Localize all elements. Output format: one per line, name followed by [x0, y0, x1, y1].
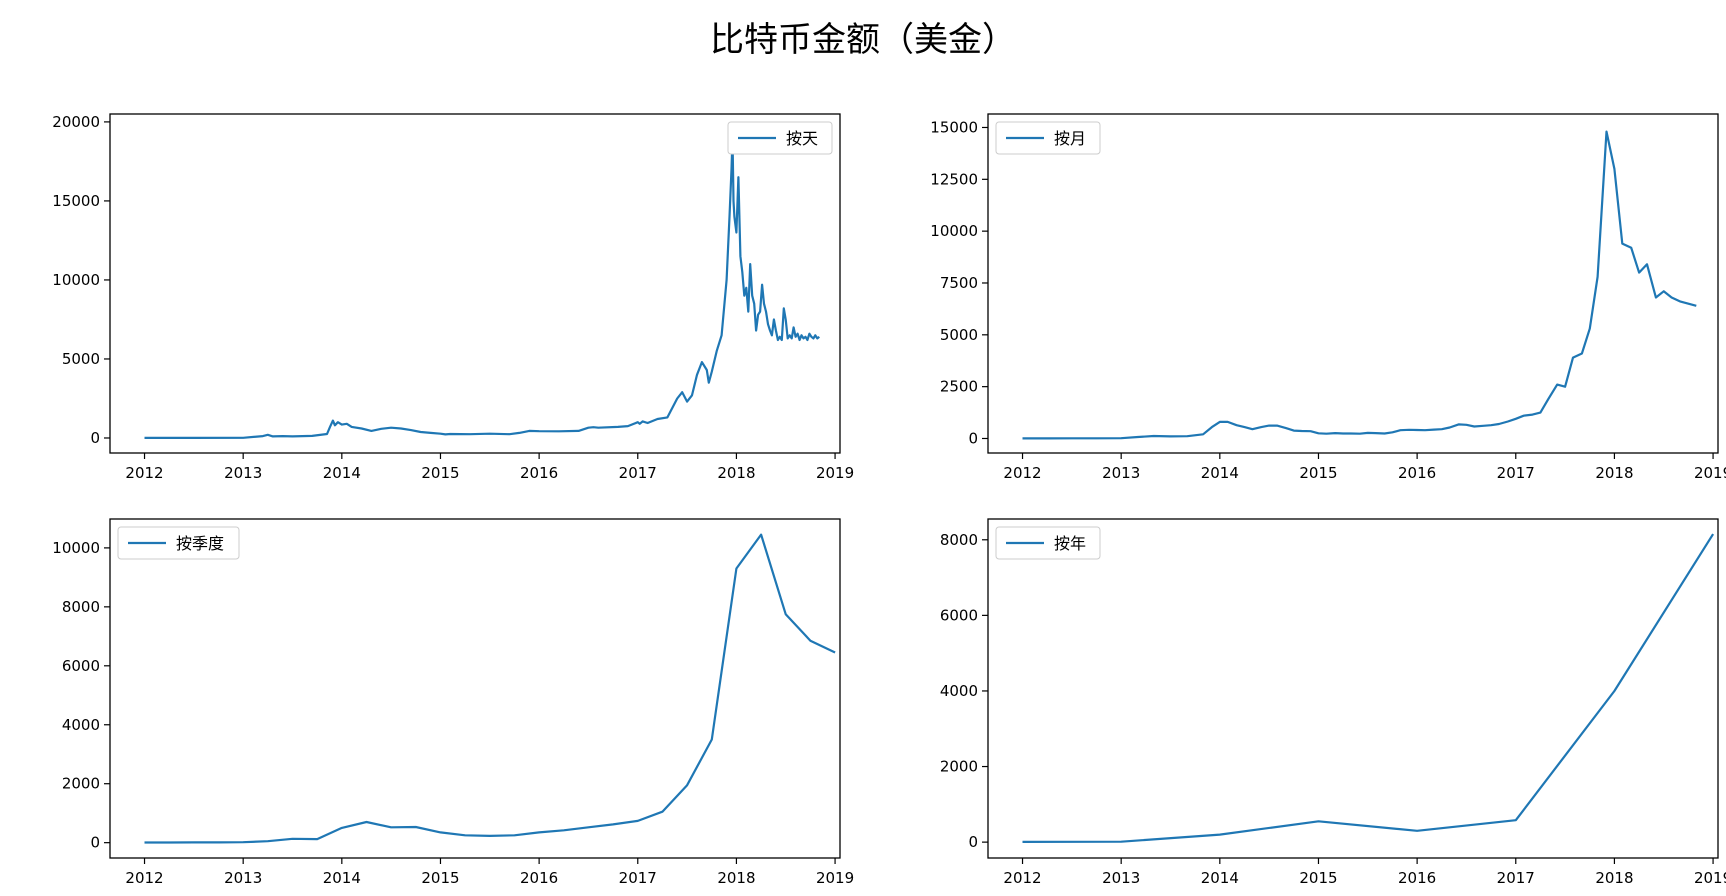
daily-legend-label: 按天 — [786, 129, 818, 148]
monthly-x-tick-label: 2015 — [1299, 464, 1337, 482]
yearly-y-tick-label: 8000 — [940, 531, 978, 549]
quarterly-axes-frame — [109, 518, 841, 859]
quarterly-x-tick-label: 2016 — [520, 869, 558, 887]
quarterly-y-tick-label: 2000 — [62, 775, 100, 793]
monthly-y-tick-label: 12500 — [930, 170, 978, 188]
quarterly-y-tick-label: 0 — [90, 834, 100, 852]
page-title: 比特币金额（美金） — [710, 20, 1016, 60]
daily-y-tick-label: 0 — [90, 429, 100, 447]
yearly-x-tick-label: 2012 — [1003, 869, 1041, 887]
quarterly-series-line — [144, 533, 836, 844]
monthly-x-tick-label: 2013 — [1102, 464, 1140, 482]
daily-x-tick-label: 2015 — [421, 464, 459, 482]
daily-y-tick-label: 5000 — [62, 350, 100, 368]
chart-daily: 2012 2013 2014 2015 2016 2017 2018 2019 0 5000 100… — [52, 113, 854, 482]
quarterly-y-tick-label: 6000 — [62, 657, 100, 675]
quarterly-x-tick-label: 2019 — [816, 869, 854, 887]
daily-x-tick-label: 2016 — [520, 464, 558, 482]
monthly-x-tick-label: 2016 — [1398, 464, 1436, 482]
quarterly-x-tick-label: 2013 — [224, 869, 262, 887]
yearly-series-line — [1022, 533, 1715, 844]
monthly-x-tick-label: 2019 — [1694, 464, 1726, 482]
quarterly-y-tick-label: 8000 — [62, 598, 100, 616]
chart-quarterly: 2012 2013 2014 2015 2016 2017 2018 2019 0 2000 400… — [52, 518, 854, 887]
monthly-y-tick-label: 7500 — [940, 274, 978, 292]
quarterly-legend-box — [117, 526, 240, 560]
monthly-y-tick-label: 10000 — [930, 222, 978, 240]
daily-series-line — [144, 136, 820, 439]
monthly-axes-frame — [987, 113, 1719, 454]
daily-y-tick-label: 20000 — [52, 113, 100, 131]
monthly-legend-box — [995, 121, 1101, 155]
quarterly-y-tick-label: 10000 — [52, 539, 100, 557]
yearly-y-tick-label: 4000 — [940, 682, 978, 700]
monthly-legend-label: 按月 — [1054, 129, 1086, 148]
quarterly-legend-label: 按季度 — [176, 534, 224, 553]
chart-yearly: 2012 2013 2014 2015 2016 2017 2018 2019 0 2000 400… — [940, 518, 1726, 887]
monthly-x-tick-label: 2014 — [1201, 464, 1239, 482]
quarterly-x-tick-label: 2012 — [125, 869, 163, 887]
yearly-y-tick-label: 2000 — [940, 758, 978, 776]
daily-x-tick-label: 2012 — [125, 464, 163, 482]
quarterly-y-tick-label: 4000 — [62, 716, 100, 734]
yearly-x-tick-label: 2016 — [1398, 869, 1436, 887]
daily-y-tick-label: 15000 — [52, 192, 100, 210]
daily-x-tick-label: 2014 — [323, 464, 361, 482]
yearly-x-tick-label: 2017 — [1497, 869, 1535, 887]
monthly-x-tick-label: 2012 — [1003, 464, 1041, 482]
quarterly-x-tick-label: 2014 — [323, 869, 361, 887]
daily-x-tick-label: 2018 — [717, 464, 755, 482]
daily-x-tick-label: 2017 — [619, 464, 657, 482]
yearly-axes-frame — [987, 518, 1719, 859]
daily-legend-box — [727, 121, 833, 155]
yearly-legend-box — [995, 526, 1101, 560]
yearly-x-tick-label: 2015 — [1299, 869, 1337, 887]
monthly-y-tick-label: 5000 — [940, 326, 978, 344]
monthly-y-tick-label: 2500 — [940, 378, 978, 396]
yearly-y-tick-label: 0 — [968, 833, 978, 851]
quarterly-x-tick-label: 2017 — [619, 869, 657, 887]
yearly-y-tick-label: 6000 — [940, 606, 978, 624]
chart-monthly: 2012 2013 2014 2015 2016 2017 2018 2019 0 2500 500… — [930, 113, 1726, 482]
monthly-x-tick-label: 2017 — [1497, 464, 1535, 482]
monthly-y-tick-label: 0 — [968, 429, 978, 447]
quarterly-x-tick-label: 2015 — [421, 869, 459, 887]
monthly-y-tick-label: 15000 — [930, 118, 978, 136]
yearly-x-tick-label: 2013 — [1102, 869, 1140, 887]
yearly-x-tick-label: 2019 — [1694, 869, 1726, 887]
monthly-x-tick-label: 2018 — [1595, 464, 1633, 482]
daily-y-tick-label: 10000 — [52, 271, 100, 289]
quarterly-x-tick-label: 2018 — [717, 869, 755, 887]
yearly-x-tick-label: 2014 — [1201, 869, 1239, 887]
yearly-x-tick-label: 2018 — [1595, 869, 1633, 887]
monthly-series-line — [1022, 130, 1697, 440]
yearly-legend-label: 按年 — [1054, 534, 1086, 553]
daily-axes-frame — [109, 113, 841, 454]
daily-x-tick-label: 2013 — [224, 464, 262, 482]
daily-x-tick-label: 2019 — [816, 464, 854, 482]
